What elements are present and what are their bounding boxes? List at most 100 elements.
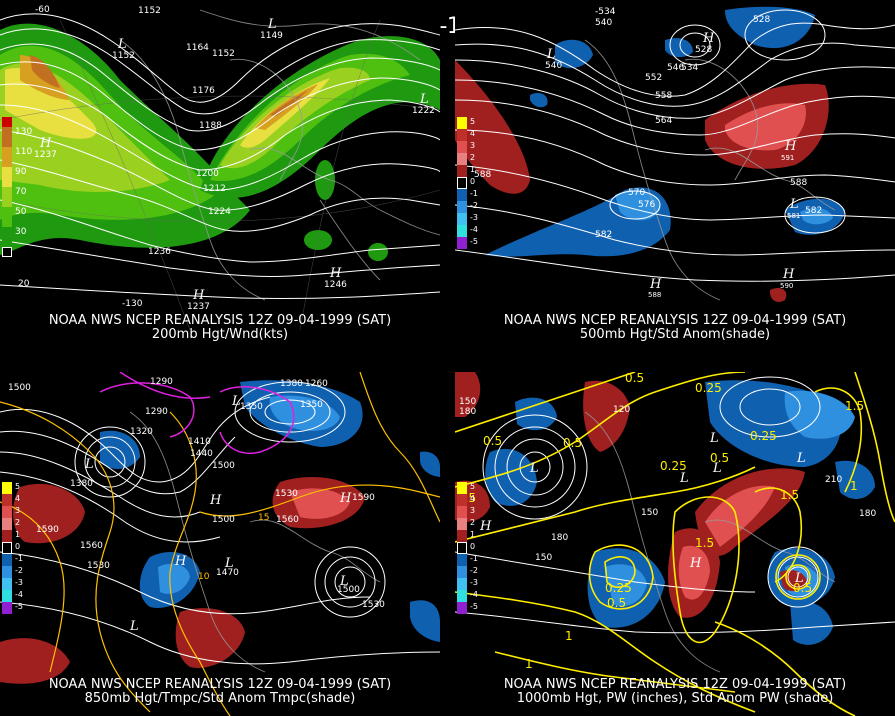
- contour-label: 1470: [216, 568, 239, 578]
- legend-label: 0: [15, 542, 21, 551]
- legend-swatch: [2, 602, 12, 614]
- contour-label: 1188: [199, 121, 222, 131]
- pw-label: 0.5: [793, 581, 812, 595]
- low-center: L: [679, 471, 689, 486]
- legend-swatch: [457, 213, 467, 225]
- contour-label: 1590: [352, 493, 375, 503]
- legend-swatch: [2, 566, 12, 578]
- contour-label: 1176: [192, 86, 215, 96]
- low-center: L: [419, 92, 429, 107]
- legend-label: 1: [470, 530, 476, 539]
- legend-swatch: [457, 153, 467, 165]
- contour-label: 1260: [305, 379, 328, 389]
- contour-label: 1500: [212, 515, 235, 525]
- high-center: H: [329, 266, 342, 281]
- longitude-label: -130: [122, 299, 143, 309]
- legend-label: -4: [15, 590, 23, 599]
- legend-label: -4: [470, 590, 478, 599]
- center-value: 1246: [324, 280, 347, 290]
- contour-label: 582: [595, 230, 612, 240]
- legend-swatch: [2, 482, 12, 494]
- legend-label: -3: [470, 213, 478, 222]
- contour-label: 582: [805, 206, 822, 216]
- temp-label: 10: [198, 572, 210, 582]
- contour-label: 1440: [190, 449, 213, 459]
- legend-swatch: [457, 554, 467, 566]
- contour-label: 1212: [203, 184, 226, 194]
- high-center: H: [174, 554, 187, 569]
- legend-label: 50: [15, 207, 27, 217]
- center-value: 1149: [260, 31, 283, 41]
- contour-label: 588: [474, 170, 491, 180]
- high-center: H: [209, 493, 222, 508]
- pw-label: 1: [525, 657, 533, 671]
- high-center: H: [339, 491, 352, 506]
- contour-label: 150: [641, 508, 658, 518]
- pw-label: 1.5: [780, 488, 799, 502]
- legend-label: 3: [470, 506, 476, 515]
- legend-swatch: [457, 518, 467, 530]
- pw-label: 1.5: [845, 399, 864, 413]
- legend-swatch: [2, 247, 12, 257]
- legend-label: -2: [15, 566, 23, 575]
- legend-swatch: [457, 129, 467, 141]
- contour-label: 1500: [212, 461, 235, 471]
- contour-label: 1380: [70, 479, 93, 489]
- legend-label: 2: [470, 518, 476, 527]
- legend-swatch: [2, 518, 12, 530]
- contour-label: 1224: [208, 207, 231, 217]
- center-value: 581: [787, 212, 800, 220]
- contour-label: 558: [655, 91, 672, 101]
- caption-line-1: NOAA NWS NCEP REANALYSIS 12Z 09-04-1999 …: [503, 313, 847, 328]
- contour-label: 1164: [186, 43, 209, 53]
- legend-label: -2: [470, 201, 478, 210]
- legend-swatch: [2, 494, 12, 506]
- legend-label: 5: [470, 482, 476, 491]
- legend-swatch: [2, 590, 12, 602]
- center-value: 588: [648, 291, 661, 299]
- contour-label: 588: [790, 178, 807, 188]
- contour-label: 564: [655, 116, 672, 126]
- pw-label: 1: [850, 479, 858, 493]
- legend-swatch: [2, 147, 12, 167]
- legend-label: 4: [470, 494, 476, 503]
- legend-label: 0: [470, 177, 476, 186]
- legend-swatch: [2, 530, 12, 542]
- pw-label: 0.25: [605, 581, 632, 595]
- legend-swatch: [2, 117, 12, 127]
- high-center: H: [479, 519, 492, 534]
- legend-label: 1: [470, 165, 476, 174]
- legend-label: -1: [470, 189, 478, 198]
- legend-label: 130: [15, 127, 33, 137]
- legend-swatch: [2, 207, 12, 227]
- pw-label: 0.25: [750, 429, 777, 443]
- legend-swatch: [457, 530, 467, 542]
- legend-label: 4: [15, 494, 21, 503]
- high-center: H: [39, 136, 52, 151]
- legend-label: 30: [15, 227, 27, 237]
- low-center: L: [224, 556, 234, 571]
- legend-label: 1: [15, 530, 21, 539]
- pw-label: 1: [565, 629, 573, 643]
- legend-swatch: [457, 237, 467, 249]
- low-center: L: [546, 47, 556, 62]
- low-center: L: [231, 394, 241, 409]
- center-value: 1237: [187, 302, 210, 312]
- legend-swatch: [457, 177, 467, 189]
- legend-swatch: [457, 506, 467, 518]
- pw-label: 0.5: [710, 451, 729, 465]
- contour-label: 540: [595, 18, 612, 28]
- contour-label: 1290: [145, 407, 168, 417]
- legend-swatch: [2, 187, 12, 207]
- low-center: L: [709, 431, 719, 446]
- contour-label: 528: [753, 15, 770, 25]
- contour-label: 210: [825, 475, 842, 485]
- panel-caption: NOAA NWS NCEP REANALYSIS 12Z 09-04-1999 …: [455, 314, 895, 342]
- center-value: 1222: [412, 106, 435, 116]
- legend-swatch: [457, 165, 467, 177]
- legend-swatch: [2, 167, 12, 187]
- legend-label: 2: [15, 518, 21, 527]
- contour-label: 540: [545, 61, 562, 71]
- low-center: L: [267, 17, 277, 32]
- std-anomaly-legend: 5 4 3 2 1 0 -1 -2 -3 -4 -5: [457, 482, 478, 622]
